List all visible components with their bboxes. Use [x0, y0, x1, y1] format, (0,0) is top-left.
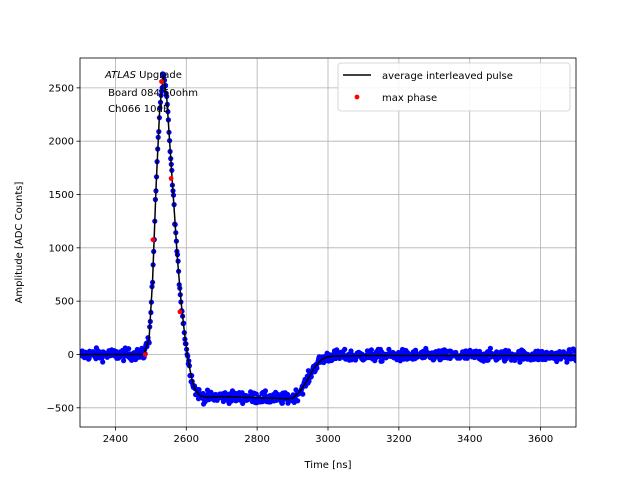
sample-point: [262, 388, 268, 394]
legend-dot-swatch: [354, 94, 360, 100]
sample-point: [379, 358, 385, 364]
legend-box: [337, 62, 571, 112]
annotation-upgrade: Upgrade: [136, 70, 182, 81]
sample-point: [348, 348, 354, 354]
x-tick-label: 3000: [315, 434, 340, 445]
annotation-atlas: ATLAS: [104, 70, 137, 81]
y-tick-label: 2000: [49, 137, 74, 148]
y-tick-label: 2500: [49, 83, 74, 94]
sample-point: [196, 387, 202, 393]
grid: [80, 58, 576, 427]
legend: average interleaved pulse max phase: [337, 62, 571, 112]
y-axis-ticks: −500 0 500 1000 1500 2000 2500: [47, 83, 80, 414]
x-tick-label: 2400: [103, 434, 128, 445]
max-phase-point: [159, 79, 164, 84]
x-axis-ticks: 2400 2600 2800 3000 3200 3400 3600: [103, 427, 553, 445]
max-phase-point: [150, 237, 156, 243]
sample-point: [100, 359, 106, 365]
x-axis-label: Time [ns]: [303, 460, 351, 471]
max-phase-point: [168, 176, 174, 181]
annotation-line-2: Board 084 50ohm: [105, 88, 198, 99]
y-tick-label: 0: [68, 350, 74, 361]
sample-point: [121, 358, 127, 364]
max-phase-point: [177, 309, 183, 315]
annotation: ATLAS Upgrade Board 084 50ohm Ch066 10dB: [104, 70, 198, 115]
x-tick-label: 3200: [386, 434, 411, 445]
sample-point: [342, 346, 348, 352]
legend-label-average: average interleaved pulse: [382, 71, 513, 82]
y-axis-label: Amplitude [ADC Counts]: [14, 181, 25, 303]
annotation-line-1: ATLAS Upgrade: [104, 70, 182, 81]
x-tick-label: 3400: [457, 434, 482, 445]
annotation-line-3: Ch066 10dB: [105, 104, 170, 115]
sample-point: [572, 348, 576, 354]
x-tick-label: 2600: [174, 434, 199, 445]
y-tick-label: −500: [47, 403, 74, 414]
x-tick-label: 2800: [244, 434, 269, 445]
sample-point: [368, 347, 374, 353]
sample-point: [505, 348, 512, 354]
sample-points: [80, 71, 576, 407]
sample-point: [295, 398, 301, 404]
y-tick-label: 1500: [49, 190, 74, 201]
sample-point: [487, 345, 493, 351]
max-phase-layer: [142, 79, 183, 357]
sample-point: [126, 346, 132, 352]
sample-point: [573, 358, 576, 364]
sample-point: [300, 391, 306, 397]
sample-point: [284, 391, 291, 397]
sample-point: [279, 400, 285, 406]
y-tick-label: 1000: [49, 243, 74, 254]
legend-label-max-phase: max phase: [382, 93, 437, 104]
average-pulse-layer: [80, 74, 576, 400]
y-tick-label: 500: [55, 297, 74, 308]
sample-point: [334, 347, 340, 353]
average-pulse-line: [80, 74, 576, 400]
x-tick-label: 3600: [528, 434, 553, 445]
max-phase-point: [142, 352, 148, 357]
